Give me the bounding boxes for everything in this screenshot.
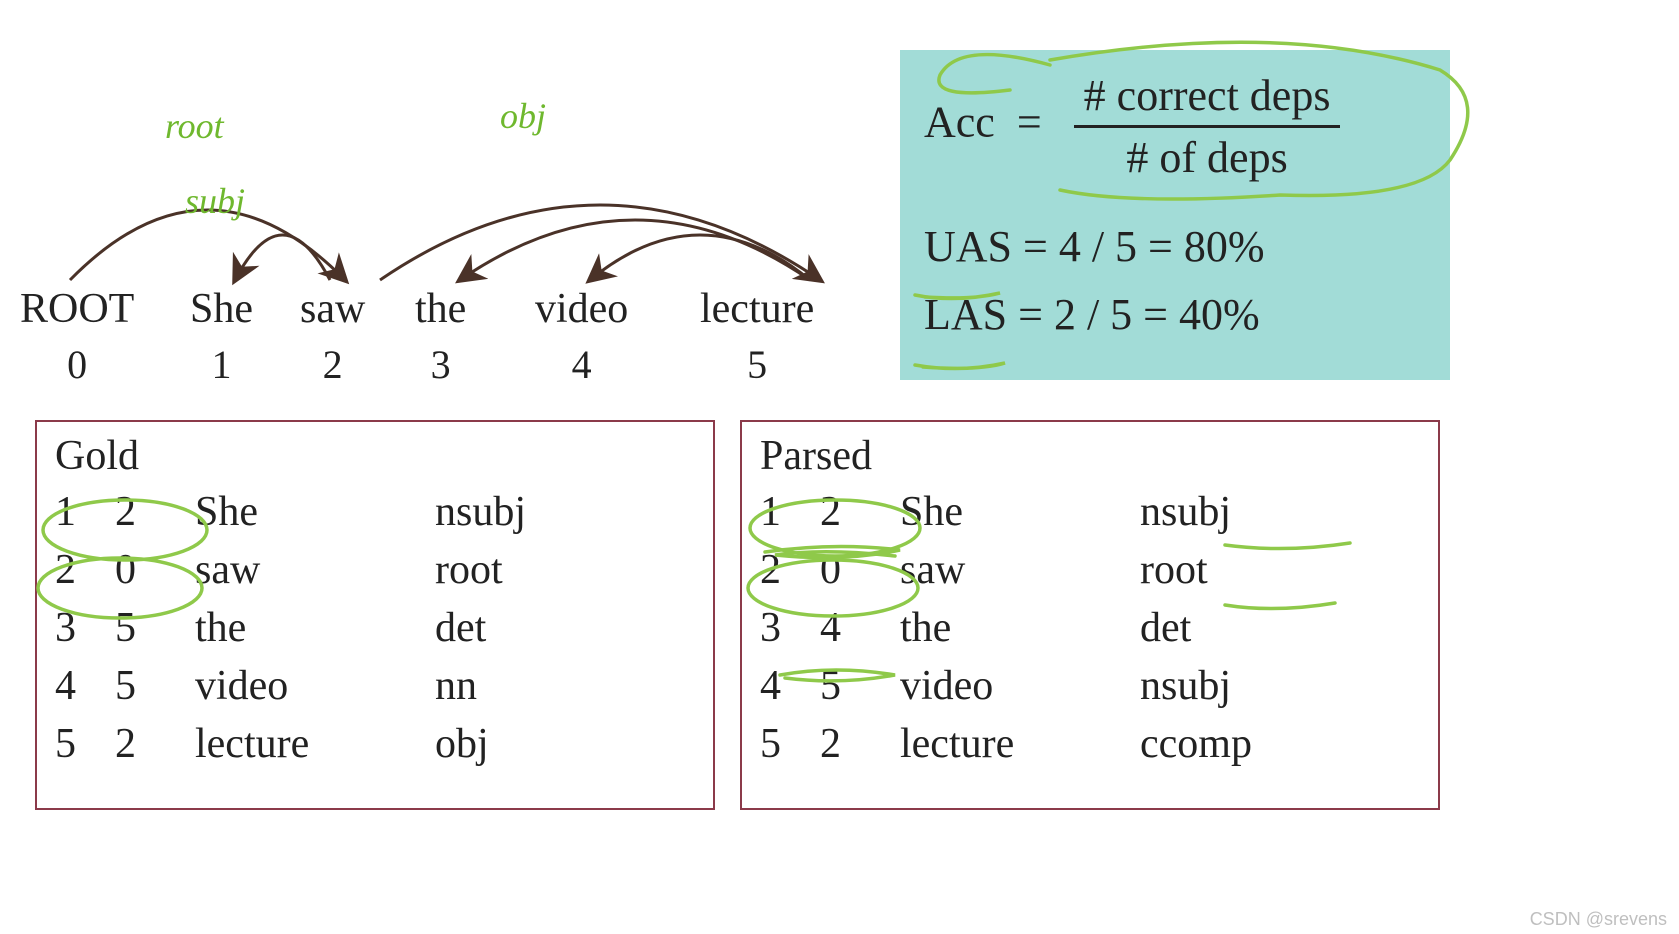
acc-label: Acc [924,98,995,147]
arc-label: root [165,105,224,147]
arc-label: obj [500,95,546,137]
dependency-arcs-svg [20,60,880,310]
token: saw2 [300,285,365,388]
gold-title: Gold [55,432,695,480]
dep-row: 34thedet [760,600,1420,658]
token: lecture5 [700,285,814,388]
gold-table: Gold 12Shensubj20sawroot35thedet45videon… [35,420,715,810]
arc-label: subj [185,180,245,222]
dependency-diagram: ROOT0 She1 saw2 the3 video4 lecture5 root subj… [20,60,880,400]
fraction-denominator: # of deps [1074,128,1341,183]
dep-row: 52lectureobj [55,716,695,774]
dep-row: 12Shensubj [760,484,1420,542]
token: She1 [190,285,253,388]
acc-formula-row: Acc = # correct deps # of deps [924,70,1426,183]
accuracy-formula-box: Acc = # correct deps # of deps UAS = 4 /… [900,50,1450,380]
parsed-title: Parsed [760,432,1420,480]
dep-row: 20sawroot [55,542,695,600]
uas-line: UAS = 4 / 5 = 80% [924,213,1426,281]
dep-row: 12Shensubj [55,484,695,542]
token: the3 [415,285,466,388]
dep-row: 20sawroot [760,542,1420,600]
fraction: # correct deps # of deps [1074,70,1341,183]
dep-row: 45videonn [55,658,695,716]
dep-row: 35thedet [55,600,695,658]
dep-row: 45videonsubj [760,658,1420,716]
token: ROOT0 [20,285,134,388]
las-line: LAS = 2 / 5 = 40% [924,281,1426,349]
fraction-numerator: # correct deps [1074,70,1341,128]
token: video4 [535,285,628,388]
parsed-table: Parsed 12Shensubj20sawroot34thedet45vide… [740,420,1440,810]
watermark: CSDN @srevens [1530,909,1667,930]
metrics-block: UAS = 4 / 5 = 80% LAS = 2 / 5 = 40% [924,213,1426,349]
dep-row: 52lectureccomp [760,716,1420,774]
